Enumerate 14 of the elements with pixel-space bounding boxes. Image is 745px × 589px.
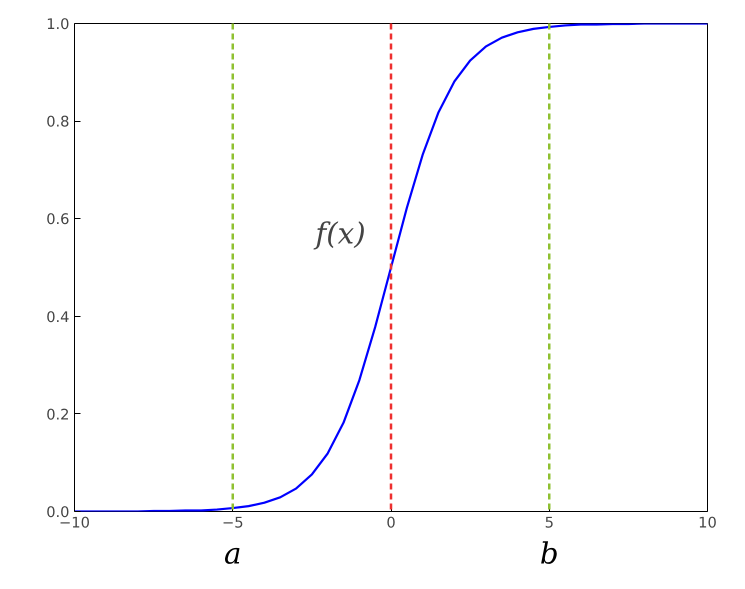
ref-line-label: a: [224, 536, 242, 570]
annotation: f(x): [313, 216, 366, 250]
y-tick-label: 0.4: [46, 308, 70, 326]
y-tick-label: 0.8: [46, 114, 70, 131]
x-tick-label: 5: [544, 514, 554, 532]
y-tick-label: 0.6: [46, 211, 70, 228]
x-tick-label: −5: [222, 514, 244, 532]
x-tick-label: 0: [386, 514, 396, 532]
x-tick-label: 10: [698, 514, 717, 532]
y-tick-label: 0.0: [46, 504, 70, 521]
y-tick-label: 0.2: [46, 406, 70, 424]
line-series: [74, 24, 708, 512]
y-tick-label: 1.0: [46, 16, 70, 33]
ref-line-label: b: [540, 536, 559, 570]
